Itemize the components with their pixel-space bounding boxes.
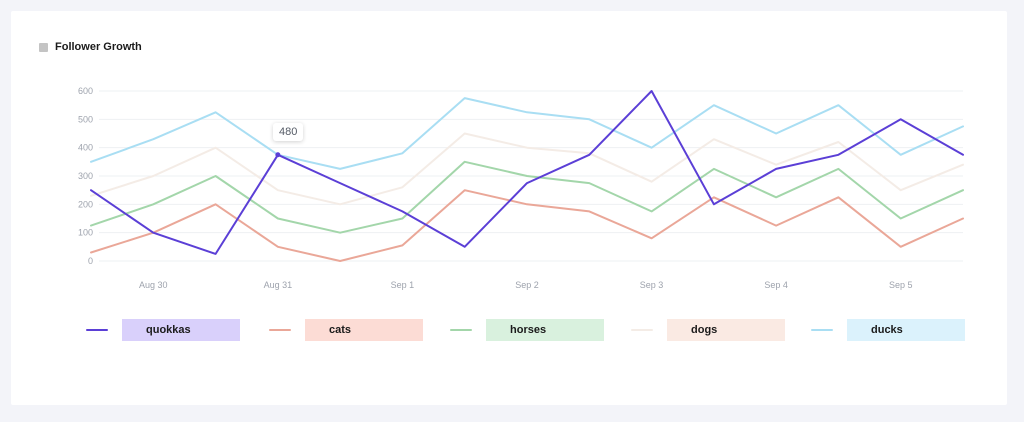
y-tick-label: 200 [78, 199, 93, 209]
legend-item-horses[interactable]: horses [450, 319, 604, 341]
chart-card: Follower Growth 0 100 200 300 400 500 600 Aug 3… [11, 11, 1007, 405]
legend-label: dogs [691, 324, 718, 336]
y-tick-label: 600 [78, 86, 93, 96]
legend-label: horses [510, 324, 547, 336]
x-tick-label: Sep 5 [889, 280, 913, 290]
legend-label: quokkas [146, 324, 191, 336]
series-line-horses [90, 160, 964, 234]
legend-label-box: cats [305, 319, 423, 341]
legend-label: ducks [871, 324, 903, 336]
legend-line-swatch [631, 329, 653, 331]
series-line-quokkas [90, 90, 964, 255]
legend-line-swatch [86, 329, 108, 331]
x-tick-label: Aug 30 [139, 280, 168, 290]
legend-label: cats [329, 324, 352, 336]
legend-label-box: dogs [667, 319, 785, 341]
x-tick-label: Sep 4 [764, 280, 788, 290]
legend-label-box: horses [486, 319, 604, 341]
legend-item-quokkas[interactable]: quokkas [86, 319, 240, 341]
legend-item-cats[interactable]: cats [269, 319, 423, 341]
legend-line-swatch [811, 329, 833, 331]
hover-point [275, 152, 281, 158]
x-tick-label: Sep 3 [640, 280, 664, 290]
legend-item-ducks[interactable]: ducks [811, 319, 965, 341]
y-tick-label: 0 [88, 256, 93, 266]
y-tick-label: 500 [78, 114, 93, 124]
chart-legend: quokkas cats horses dogs ducks [11, 317, 1007, 343]
chart-header: Follower Growth [39, 41, 142, 53]
legend-label-box: quokkas [122, 319, 240, 341]
series-line-dogs [90, 132, 964, 206]
legend-line-swatch [450, 329, 472, 331]
x-tick-label: Aug 31 [264, 280, 293, 290]
legend-line-swatch [269, 329, 291, 331]
chart-title: Follower Growth [55, 41, 142, 53]
line-chart: 0 100 200 300 400 500 600 Aug 30 Aug 31 Sep 1 Sep … [78, 86, 964, 290]
legend-item-dogs[interactable]: dogs [631, 319, 785, 341]
series-line-ducks [90, 97, 964, 170]
title-marker-icon [39, 42, 48, 52]
y-tick-label: 100 [78, 228, 93, 238]
x-tick-label: Sep 1 [391, 280, 415, 290]
y-tick-label: 400 [78, 143, 93, 153]
y-tick-label: 300 [78, 171, 93, 181]
x-tick-label: Sep 2 [515, 280, 539, 290]
legend-label-box: ducks [847, 319, 965, 341]
data-point-tooltip: 480 [273, 123, 304, 141]
series-line-cats [90, 189, 964, 262]
